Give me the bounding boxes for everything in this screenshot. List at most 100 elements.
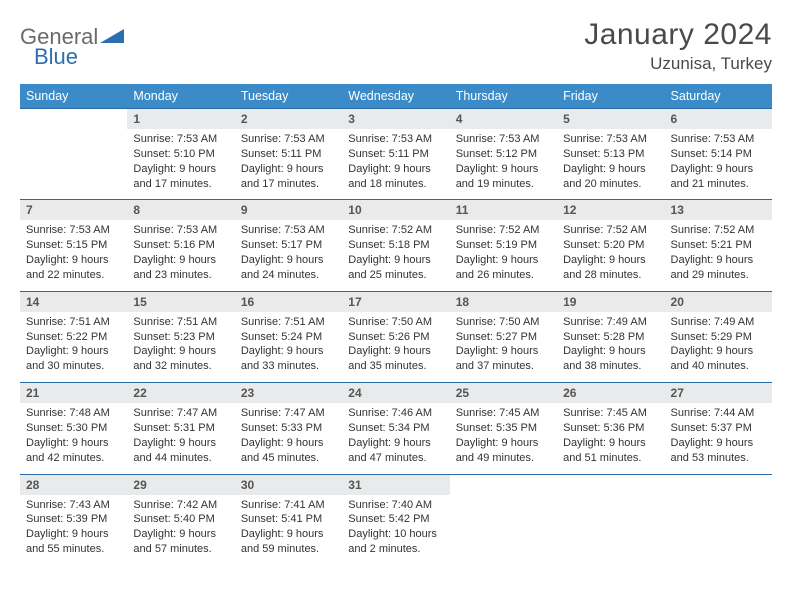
sunrise-line: Sunrise: 7:53 AM — [133, 133, 217, 145]
sunrise-line: Sunrise: 7:49 AM — [671, 316, 755, 328]
sunrise-line: Sunrise: 7:53 AM — [133, 224, 217, 236]
daylight-line: Daylight: 9 hours and 25 minutes. — [348, 254, 431, 281]
day-details-cell: Sunrise: 7:44 AMSunset: 5:37 PMDaylight:… — [665, 403, 772, 474]
sunset-line: Sunset: 5:42 PM — [348, 513, 429, 525]
day-number-cell: 26 — [557, 383, 664, 404]
daylight-line: Daylight: 9 hours and 47 minutes. — [348, 437, 431, 464]
daylight-line: Daylight: 9 hours and 57 minutes. — [133, 528, 216, 555]
day-number-cell: 15 — [127, 291, 234, 312]
sunrise-line: Sunrise: 7:52 AM — [563, 224, 647, 236]
sunset-line: Sunset: 5:20 PM — [563, 239, 644, 251]
daylight-line: Daylight: 10 hours and 2 minutes. — [348, 528, 437, 555]
day-details-cell: Sunrise: 7:50 AMSunset: 5:27 PMDaylight:… — [450, 312, 557, 383]
triangle-icon — [100, 25, 126, 50]
day-details-cell: Sunrise: 7:48 AMSunset: 5:30 PMDaylight:… — [20, 403, 127, 474]
sunset-line: Sunset: 5:13 PM — [563, 148, 644, 160]
day-number-cell — [557, 474, 664, 495]
sunrise-line: Sunrise: 7:50 AM — [348, 316, 432, 328]
day-details-cell: Sunrise: 7:46 AMSunset: 5:34 PMDaylight:… — [342, 403, 449, 474]
daylight-line: Daylight: 9 hours and 55 minutes. — [26, 528, 109, 555]
daylight-line: Daylight: 9 hours and 40 minutes. — [671, 345, 754, 372]
daylight-line: Daylight: 9 hours and 49 minutes. — [456, 437, 539, 464]
daylight-line: Daylight: 9 hours and 24 minutes. — [241, 254, 324, 281]
day-details-cell — [20, 129, 127, 200]
weekday-header: Monday — [127, 84, 234, 109]
daylight-line: Daylight: 9 hours and 28 minutes. — [563, 254, 646, 281]
day-details-cell: Sunrise: 7:52 AM Sunset: 5:20 PM Daylight:… — [557, 220, 664, 291]
calendar-header-row: SundayMondayTuesdayWednesdayThursdayFrid… — [20, 84, 772, 109]
day-details-cell: Sunrise: 7:52 AMSunset: 5:19 PMDaylight:… — [450, 220, 557, 291]
sunset-line: Sunset: 5:34 PM — [348, 422, 429, 434]
day-details-cell: Sunrise: 7:53 AMSunset: 5:13 PMDaylight:… — [557, 129, 664, 200]
weekday-header: Thursday — [450, 84, 557, 109]
sunrise-line: Sunrise: 7:42 AM — [133, 499, 217, 511]
sunset-line: Sunset: 5:21 PM — [671, 239, 752, 251]
daylight-line: Daylight: 9 hours and 32 minutes. — [133, 345, 216, 372]
sunset-line: Sunset: 5:28 PM — [563, 331, 644, 343]
daylight-line: Daylight: 9 hours and 44 minutes. — [133, 437, 216, 464]
sunset-line: Sunset: 5:11 PM — [348, 148, 429, 160]
daylight-line: Daylight: 9 hours and 37 minutes. — [456, 345, 539, 372]
daylight-line: Daylight: 9 hours and 19 minutes. — [456, 163, 539, 190]
day-details-cell: Sunrise: 7:49 AMSunset: 5:29 PMDaylight:… — [665, 312, 772, 383]
title-block: January 2024 Uzunisa, Turkey — [584, 18, 772, 74]
day-number-row: 21222324252627 — [20, 383, 772, 404]
day-details-cell: Sunrise: 7:53 AMSunset: 5:12 PMDaylight:… — [450, 129, 557, 200]
daylight-line: Daylight: 9 hours and 18 minutes. — [348, 163, 431, 190]
day-number-cell: 5 — [557, 109, 664, 130]
day-number-cell: 13 — [665, 200, 772, 221]
day-details-row: Sunrise: 7:51 AM Sunset: 5:22 PM Daylight:… — [20, 312, 772, 383]
daylight-line: Daylight: 9 hours and 45 minutes. — [241, 437, 324, 464]
sunset-line: Sunset: 5:41 PM — [241, 513, 322, 525]
day-number-cell: 14 — [20, 291, 127, 312]
sunset-line: Sunset: 5:14 PM — [671, 148, 752, 160]
day-number-cell — [665, 474, 772, 495]
sunrise-line: Sunrise: 7:45 AM — [456, 407, 540, 419]
daylight-line: Daylight: 9 hours and 30 minutes. — [26, 345, 109, 372]
sunrise-line: Sunrise: 7:53 AM — [563, 133, 647, 145]
day-number-cell: 4 — [450, 109, 557, 130]
sunset-line: Sunset: 5:19 PM — [456, 239, 537, 251]
day-details-cell: Sunrise: 7:51 AMSunset: 5:24 PMDaylight:… — [235, 312, 342, 383]
day-details-cell: Sunrise: 7:53 AM Sunset: 5:14 PM Daylight:… — [665, 129, 772, 200]
sunset-line: Sunset: 5:22 PM — [26, 331, 107, 343]
day-number-cell: 16 — [235, 291, 342, 312]
sunrise-line: Sunrise: 7:52 AM — [456, 224, 540, 236]
day-number-cell: 1 — [127, 109, 234, 130]
sunset-line: Sunset: 5:33 PM — [241, 422, 322, 434]
daylight-line: Daylight: 9 hours and 17 minutes. — [241, 163, 324, 190]
day-details-cell: Sunrise: 7:47 AMSunset: 5:31 PMDaylight:… — [127, 403, 234, 474]
sunrise-line: Sunrise: 7:53 AM — [348, 133, 432, 145]
location: Uzunisa, Turkey — [584, 54, 772, 74]
day-details-cell: Sunrise: 7:52 AMSunset: 5:21 PMDaylight:… — [665, 220, 772, 291]
day-number-cell: 25 — [450, 383, 557, 404]
day-number-cell: 11 — [450, 200, 557, 221]
day-number-cell: 20 — [665, 291, 772, 312]
sunset-line: Sunset: 5:24 PM — [241, 331, 322, 343]
daylight-line: Daylight: 9 hours and 59 minutes. — [241, 528, 324, 555]
sunset-line: Sunset: 5:40 PM — [133, 513, 214, 525]
day-number-cell: 17 — [342, 291, 449, 312]
daylight-line: Daylight: 9 hours and 21 minutes. — [671, 163, 754, 190]
sunrise-line: Sunrise: 7:53 AM — [671, 133, 755, 145]
month-title: January 2024 — [584, 18, 772, 52]
day-details-cell: Sunrise: 7:52 AMSunset: 5:18 PMDaylight:… — [342, 220, 449, 291]
day-number-row: 28293031 — [20, 474, 772, 495]
day-number-row: 14151617181920 — [20, 291, 772, 312]
weekday-header: Friday — [557, 84, 664, 109]
sunrise-line: Sunrise: 7:51 AM — [241, 316, 325, 328]
sunset-line: Sunset: 5:11 PM — [241, 148, 322, 160]
day-details-cell: Sunrise: 7:53 AMSunset: 5:11 PMDaylight:… — [235, 129, 342, 200]
day-number-cell: 31 — [342, 474, 449, 495]
weekday-header: Tuesday — [235, 84, 342, 109]
day-number-row: 78910111213 — [20, 200, 772, 221]
sunset-line: Sunset: 5:35 PM — [456, 422, 537, 434]
day-details-cell: Sunrise: 7:49 AMSunset: 5:28 PMDaylight:… — [557, 312, 664, 383]
sunrise-line: Sunrise: 7:49 AM — [563, 316, 647, 328]
sunset-line: Sunset: 5:23 PM — [133, 331, 214, 343]
sunset-line: Sunset: 5:16 PM — [133, 239, 214, 251]
daylight-line: Daylight: 9 hours and 42 minutes. — [26, 437, 109, 464]
day-details-cell: Sunrise: 7:51 AMSunset: 5:22 PMDaylight:… — [20, 312, 127, 383]
sunrise-line: Sunrise: 7:53 AM — [26, 224, 110, 236]
day-details-cell: Sunrise: 7:53 AM Sunset: 5:11 PM Daylight:… — [342, 129, 449, 200]
